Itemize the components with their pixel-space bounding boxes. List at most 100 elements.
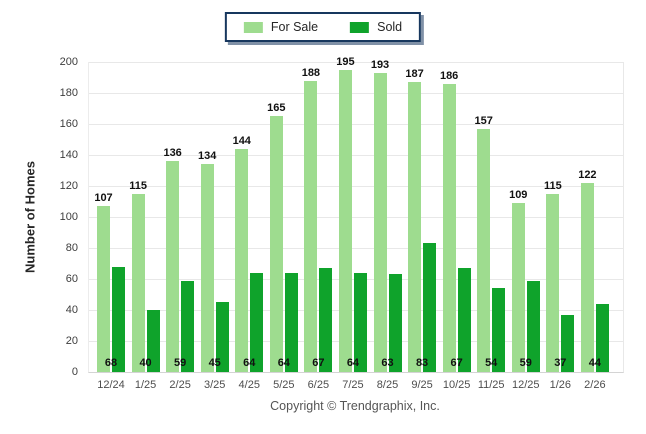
for-sale-value-label: 157 [474, 115, 493, 127]
sold-value-label: 59 [174, 357, 187, 369]
x-axis-label: 3/25 [203, 379, 226, 391]
bar-group: 134 45 3/25 [198, 62, 229, 391]
y-tick-label: 120 [59, 180, 78, 192]
for-sale-bar: 107 [94, 192, 113, 372]
for-sale-bar: 115 [544, 180, 562, 372]
bar-group: 165 64 5/25 [267, 62, 298, 391]
gridline [89, 155, 623, 156]
for-sale-bar: 188 [302, 67, 320, 372]
for-sale-value-label: 186 [439, 70, 459, 82]
legend-label-for-sale: For Sale [270, 20, 319, 34]
gridline [89, 93, 623, 94]
legend-label-sold: Sold [377, 20, 403, 34]
sold-bar [112, 267, 125, 372]
for-sale-swatch-icon [243, 21, 263, 33]
for-sale-value-label: 115 [543, 180, 562, 192]
x-axis-label: 2/26 [584, 379, 606, 391]
y-tick-label: 0 [71, 366, 78, 378]
sold-bar [319, 268, 333, 372]
sold-bar [388, 274, 402, 372]
sold-bar [457, 268, 471, 372]
for-sale-value-label: 134 [198, 150, 217, 162]
sold-value-label: 67 [312, 357, 325, 369]
for-sale-bar: 109 [509, 189, 527, 372]
x-axis-label: 9/25 [411, 379, 433, 391]
for-sale-value-label: 195 [336, 56, 355, 68]
y-tick-label: 160 [59, 118, 78, 130]
for-sale-bar: 187 [405, 68, 424, 372]
for-sale-value-label: 193 [370, 59, 390, 71]
legend-item-for-sale: For Sale [243, 20, 319, 34]
sold-bar [215, 302, 229, 372]
copyright-text: Copyright © Trendgraphix, Inc. [270, 399, 440, 413]
for-sale-bar: 157 [475, 115, 493, 372]
sold-value-label: 83 [415, 357, 429, 369]
sold-value-label: 37 [554, 357, 567, 369]
gridline [89, 248, 623, 249]
y-tick-label: 140 [59, 149, 78, 161]
bar-group: 115 40 1/25 [129, 62, 160, 391]
chart-legend: For Sale Sold [224, 12, 422, 42]
for-sale-bar: 134 [198, 150, 216, 372]
sold-bar [181, 281, 195, 372]
sold-value-label: 67 [450, 357, 463, 369]
x-axis-label: 6/25 [307, 379, 330, 391]
bar-group: 186 67 10/25 [440, 62, 471, 391]
for-sale-bar: 122 [578, 169, 597, 372]
y-tick-label: 100 [59, 211, 78, 223]
for-sale-bar: 195 [336, 56, 355, 372]
x-axis-label: 1/26 [549, 379, 572, 391]
x-axis-label: 8/25 [376, 379, 399, 391]
sold-value-label: 44 [588, 357, 601, 369]
x-axis-label: 1/25 [134, 379, 157, 391]
y-tick-label: 60 [65, 273, 78, 285]
sold-bar [492, 288, 506, 372]
bar-group: 109 59 12/25 [509, 62, 540, 391]
bar-group: 195 64 7/25 [336, 56, 367, 391]
sold-value-label: 40 [139, 357, 152, 369]
bar-group: 122 44 2/26 [578, 62, 609, 391]
for-sale-value-label: 107 [94, 192, 113, 204]
bar-group: 187 83 9/25 [405, 62, 437, 391]
sold-value-label: 64 [346, 357, 360, 369]
for-sale-bar: 165 [267, 102, 285, 372]
sold-bar [146, 310, 160, 372]
sold-bar [284, 273, 298, 372]
sold-bar [353, 273, 367, 372]
for-sale-value-label: 188 [301, 67, 321, 79]
for-sale-bar: 144 [233, 135, 251, 372]
bar-group: 136 59 2/25 [163, 62, 195, 391]
bar-series-container: 107 68 12/24 115 40 1/25 136 59 2/25 134 45 3/25 144… [89, 56, 623, 391]
gridline [89, 62, 623, 63]
x-axis-label: 10/25 [442, 379, 471, 391]
sold-value-label: 63 [381, 357, 394, 369]
for-sale-value-label: 187 [405, 68, 424, 80]
y-tick-label: 20 [65, 335, 78, 347]
sold-bar [423, 243, 437, 372]
bar-group: 193 63 8/25 [371, 59, 402, 391]
for-sale-bar: 186 [440, 70, 458, 372]
y-tick-label: 200 [59, 56, 78, 68]
x-axis-label: 4/25 [238, 379, 260, 391]
for-sale-bar: 193 [371, 59, 389, 372]
bar-group: 188 67 6/25 [302, 62, 333, 391]
for-sale-value-label: 115 [129, 180, 147, 192]
sold-swatch-icon [350, 21, 370, 33]
sold-bar [595, 304, 609, 372]
gridline [89, 217, 623, 218]
x-axis-label: 12/24 [97, 379, 125, 391]
y-tick-label: 180 [59, 87, 78, 99]
for-sale-value-label: 109 [509, 189, 528, 201]
bar-group: 144 64 4/25 [233, 62, 264, 391]
x-axis-label: 2/25 [169, 379, 191, 391]
for-sale-value-label: 144 [232, 135, 251, 147]
for-sale-value-label: 136 [163, 147, 182, 159]
sold-value-label: 64 [277, 357, 290, 369]
bar-group: 107 68 12/24 [94, 62, 125, 391]
sold-bar [526, 281, 540, 372]
sold-value-label: 45 [208, 357, 221, 369]
x-axis-label: 11/25 [477, 379, 505, 391]
sold-bar [561, 315, 575, 372]
for-sale-bar: 136 [163, 147, 182, 372]
